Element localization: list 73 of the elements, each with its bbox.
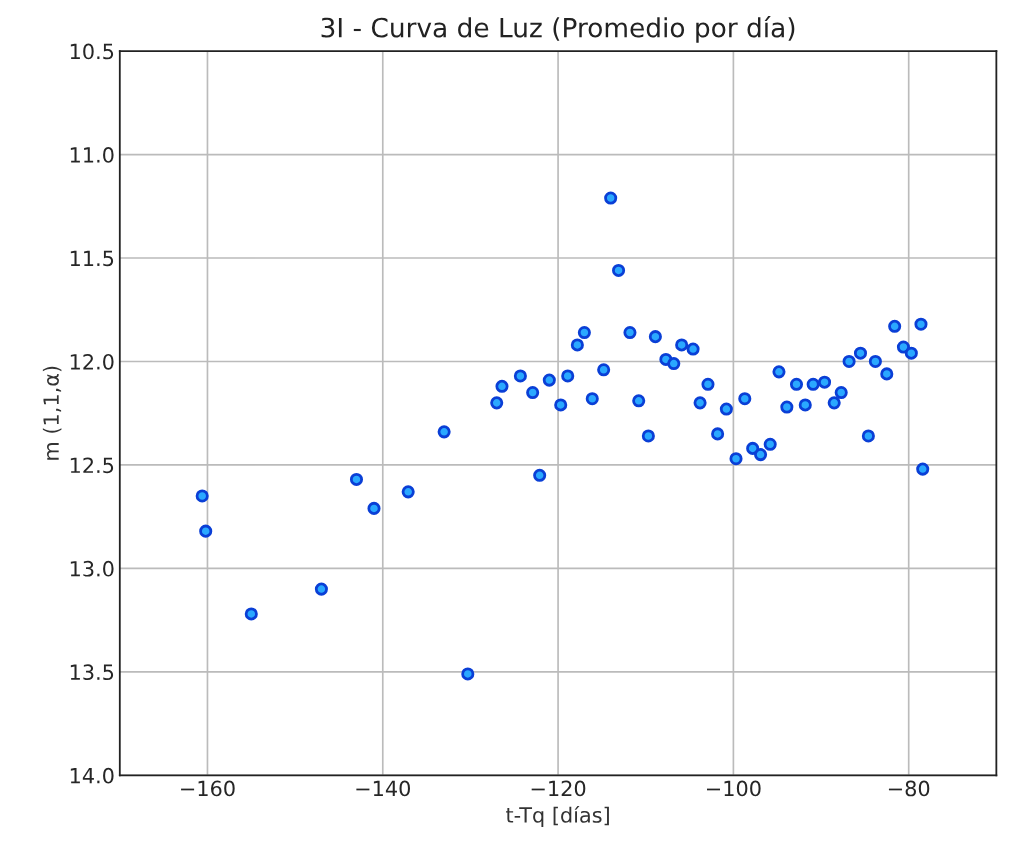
point — [495, 379, 509, 393]
point — [199, 524, 213, 538]
point — [244, 607, 258, 621]
y-tick-label: 12.0 — [70, 353, 114, 370]
y-tick-label: 11.5 — [70, 250, 114, 267]
point — [896, 340, 910, 354]
x-tick-label: −80 — [888, 780, 930, 797]
point — [675, 338, 689, 352]
y-tick-label: 14.0 — [70, 767, 114, 784]
point — [868, 354, 882, 369]
x-tick-label: −160 — [181, 780, 235, 797]
point — [437, 425, 451, 439]
point — [798, 398, 812, 412]
point — [880, 367, 894, 381]
point — [561, 369, 575, 383]
point — [533, 468, 547, 482]
chart-title: 3I - Curva de Luz (Promedio por día) — [321, 16, 795, 43]
x-tick-label: −140 — [356, 780, 410, 797]
point — [597, 363, 611, 377]
point — [827, 396, 841, 410]
point — [729, 452, 743, 466]
point — [789, 377, 804, 391]
point — [738, 392, 752, 406]
point — [746, 441, 760, 455]
point — [623, 325, 637, 340]
point — [641, 429, 655, 443]
point — [648, 330, 662, 344]
point — [542, 373, 556, 387]
x-tick-label: −100 — [706, 780, 761, 797]
point — [711, 427, 725, 441]
point — [632, 394, 646, 408]
point — [570, 338, 584, 352]
point — [693, 396, 707, 410]
point — [719, 402, 733, 416]
point — [349, 472, 364, 486]
point — [834, 385, 848, 400]
point — [842, 354, 856, 369]
y-tick-label: 13.0 — [70, 560, 114, 577]
point — [367, 501, 381, 515]
y-tick-label: 11.0 — [70, 147, 114, 163]
point — [763, 437, 777, 451]
point — [577, 325, 591, 340]
y-tick-label: 13.5 — [70, 664, 114, 681]
point — [314, 582, 328, 596]
x-tick-label: −120 — [531, 780, 586, 797]
point — [401, 485, 415, 499]
y-tick-label: 10.5 — [70, 43, 114, 60]
point — [461, 667, 475, 681]
point — [667, 357, 681, 371]
point — [888, 319, 902, 333]
point — [612, 263, 626, 277]
point — [904, 346, 918, 360]
x-axis-title: t-Tq [días] — [506, 805, 609, 827]
point — [818, 375, 832, 389]
point — [526, 385, 540, 400]
point — [585, 392, 599, 406]
point — [513, 369, 527, 383]
point — [853, 346, 868, 360]
point — [914, 317, 928, 331]
point — [861, 429, 875, 443]
point — [604, 191, 618, 205]
point — [686, 342, 700, 356]
point — [780, 400, 794, 414]
point — [754, 448, 768, 462]
point — [806, 377, 820, 391]
point — [490, 396, 504, 410]
point — [916, 462, 930, 476]
point — [701, 377, 715, 391]
point — [554, 398, 568, 412]
point — [195, 489, 209, 503]
y-tick-label: 12.5 — [70, 457, 114, 474]
y-axis-title: m (1,1,α) — [42, 366, 62, 460]
point — [772, 365, 786, 379]
